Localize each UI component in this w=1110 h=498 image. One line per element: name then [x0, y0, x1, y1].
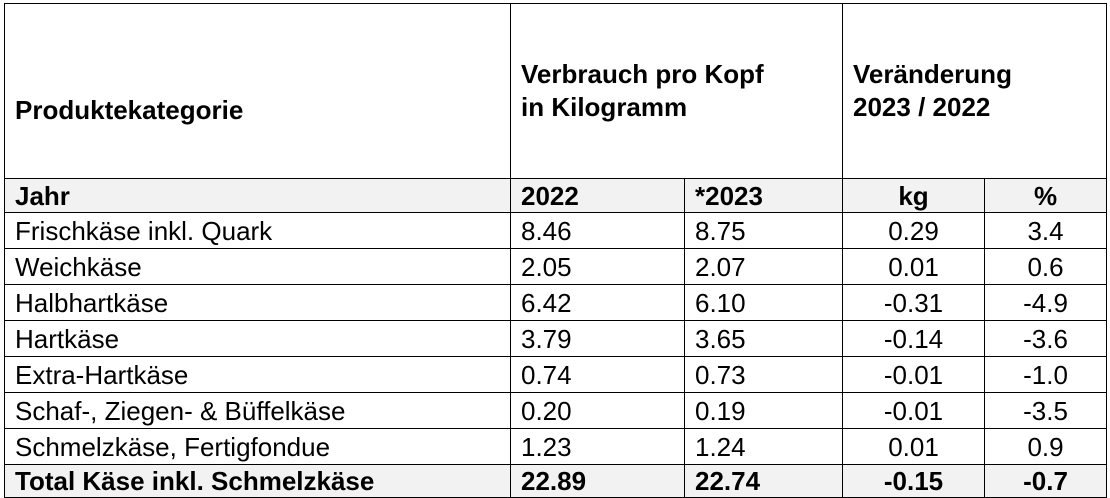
table-row: Schmelzkäse, Fertigfondue 1.23 1.24 0.01… — [4, 428, 1108, 465]
row-category: Halbhartkäse — [4, 284, 511, 321]
row-change-kg: 0.01 — [842, 428, 986, 465]
row-change-pct: -4.9 — [984, 284, 1108, 321]
total-row: Total Käse inkl. Schmelzkäse 22.89 22.74… — [4, 464, 1108, 498]
row-value-2023: 6.10 — [683, 284, 844, 321]
row-change-kg: 0.01 — [842, 248, 986, 285]
row-change-pct: 0.6 — [984, 248, 1108, 285]
row-value-2022: 8.46 — [510, 212, 685, 249]
total-change-kg: -0.15 — [842, 464, 986, 498]
table-row: Weichkäse 2.05 2.07 0.01 0.6 — [4, 248, 1108, 285]
table-row: Halbhartkäse 6.42 6.10 -0.31 -4.9 — [4, 284, 1108, 321]
table-row: Hartkäse 3.79 3.65 -0.14 -3.6 — [4, 320, 1108, 357]
change-column-header: Veränderung 2023 / 2022 — [842, 3, 1108, 179]
row-category: Schaf-, Ziegen- & Büffelkäse — [4, 392, 511, 429]
total-category: Total Käse inkl. Schmelzkäse — [4, 464, 511, 498]
row-value-2023: 3.65 — [683, 320, 844, 357]
row-value-2022: 0.20 — [510, 392, 685, 429]
row-category: Extra-Hartkäse — [4, 356, 511, 393]
year-2023-header: *2023 — [683, 178, 844, 213]
consumption-header-line1: Verbrauch pro Kopf — [521, 59, 764, 89]
row-value-2023: 0.19 — [683, 392, 844, 429]
row-value-2023: 1.24 — [683, 428, 844, 465]
consumption-header-line2: in Kilogramm — [521, 92, 688, 122]
change-pct-header: % — [984, 178, 1108, 213]
row-category: Frischkäse inkl. Quark — [4, 212, 511, 249]
consumption-column-header: Verbrauch pro Kopf in Kilogramm — [509, 3, 844, 179]
row-value-2023: 2.07 — [683, 248, 844, 285]
total-change-pct: -0.7 — [984, 464, 1108, 498]
category-header-label: Produktekategorie — [15, 94, 244, 125]
total-value-2022: 22.89 — [510, 464, 685, 498]
row-value-2022: 3.79 — [510, 320, 685, 357]
row-value-2022: 2.05 — [510, 248, 685, 285]
table-row: Extra-Hartkäse 0.74 0.73 -0.01 -1.0 — [4, 356, 1108, 393]
row-change-kg: -0.01 — [842, 392, 986, 429]
cheese-consumption-table: Produktekategorie Verbrauch pro Kopf in … — [4, 3, 1108, 498]
table-row: Schaf-, Ziegen- & Büffelkäse 0.20 0.19 -… — [4, 392, 1108, 429]
row-value-2022: 1.23 — [510, 428, 685, 465]
row-change-kg: -0.14 — [842, 320, 986, 357]
change-header-line2: 2023 / 2022 — [853, 92, 991, 122]
row-category: Hartkäse — [4, 320, 511, 357]
category-column-header: Produktekategorie — [4, 3, 511, 179]
year-label: Jahr — [4, 178, 511, 213]
row-value-2022: 6.42 — [510, 284, 685, 321]
row-change-pct: -1.0 — [984, 356, 1108, 393]
row-value-2023: 8.75 — [683, 212, 844, 249]
row-change-kg: -0.31 — [842, 284, 986, 321]
year-2022-header: 2022 — [510, 178, 685, 213]
row-category: Schmelzkäse, Fertigfondue — [4, 428, 511, 465]
table-row: Frischkäse inkl. Quark 8.46 8.75 0.29 3.… — [4, 212, 1108, 249]
table-subheader-row: Jahr 2022 *2023 kg % — [4, 178, 1108, 213]
row-change-pct: -3.5 — [984, 392, 1108, 429]
row-change-pct: 0.9 — [984, 428, 1108, 465]
row-change-kg: -0.01 — [842, 356, 986, 393]
row-value-2022: 0.74 — [510, 356, 685, 393]
change-kg-header: kg — [842, 178, 986, 213]
row-category: Weichkäse — [4, 248, 511, 285]
change-header-line1: Veränderung — [853, 59, 1012, 89]
row-change-pct: 3.4 — [984, 212, 1108, 249]
row-change-kg: 0.29 — [842, 212, 986, 249]
total-value-2023: 22.74 — [683, 464, 844, 498]
row-value-2023: 0.73 — [683, 356, 844, 393]
row-change-pct: -3.6 — [984, 320, 1108, 357]
table-header-row: Produktekategorie Verbrauch pro Kopf in … — [4, 3, 1108, 179]
